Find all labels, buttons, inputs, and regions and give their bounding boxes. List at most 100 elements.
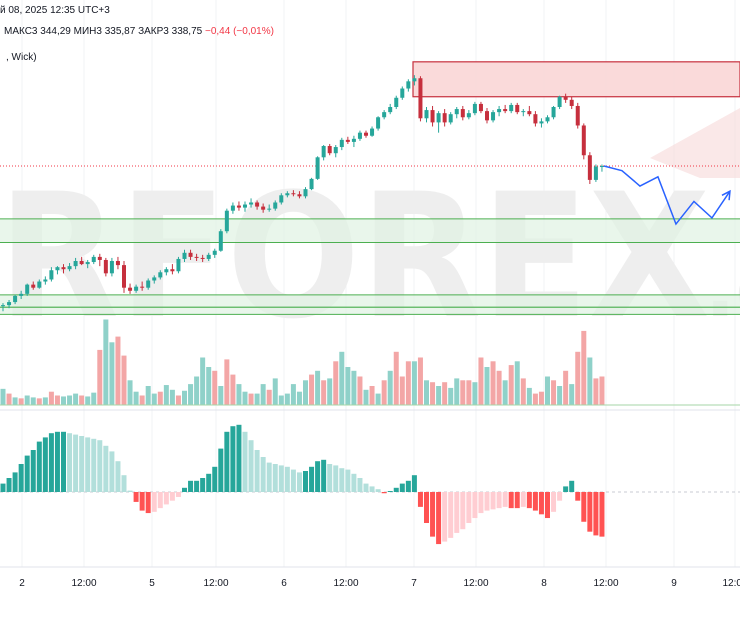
volume-bar <box>151 393 157 405</box>
candle-body <box>515 104 520 113</box>
candle-body <box>31 284 36 288</box>
candle-body <box>249 202 254 205</box>
candle-body <box>509 104 514 112</box>
candle-body <box>315 157 320 179</box>
histogram-bar <box>321 459 327 492</box>
candle-body <box>97 256 102 260</box>
volume-bar <box>48 391 54 405</box>
histogram-bar <box>333 465 339 492</box>
candle-body <box>521 111 526 113</box>
candle-body <box>309 178 314 190</box>
candle-body <box>19 293 24 296</box>
histogram-bar <box>569 480 575 492</box>
volume-bar <box>393 351 399 405</box>
volume-bar <box>30 397 36 405</box>
header-date: й 08, 2025 12:35 UTC+3 <box>0 5 110 16</box>
resistance-zone <box>412 61 740 98</box>
candle-body <box>194 256 199 258</box>
volume-bar <box>236 384 242 405</box>
volume-bar <box>103 319 109 405</box>
candle-body <box>327 146 332 154</box>
time-tick-label: 12:00 <box>333 578 358 589</box>
candle-body <box>376 117 381 129</box>
candle-body <box>91 256 96 263</box>
candle-body <box>206 254 211 259</box>
histogram-bar <box>36 441 42 492</box>
candle-body <box>43 279 48 282</box>
histogram-bar <box>448 492 454 538</box>
candle-body <box>321 146 326 158</box>
volume-bar <box>417 357 423 405</box>
candle-body <box>7 302 12 306</box>
histogram-bar <box>157 492 163 509</box>
candle-body <box>1 305 5 307</box>
histogram-bar <box>254 450 260 492</box>
volume-bar <box>139 395 145 405</box>
volume-bar <box>0 388 6 405</box>
volume-bar <box>345 367 351 405</box>
histogram-bar <box>218 448 224 492</box>
time-axis: 2 12:00 5 12:00 6 12:00 7 12:00 8 12:00 9 12:00 <box>19 578 740 589</box>
volume-bar <box>351 370 357 405</box>
candle-body <box>569 99 574 106</box>
volume-bar <box>303 380 308 405</box>
histogram-bar <box>151 492 157 512</box>
volume-bar <box>430 382 436 405</box>
volume-bar <box>79 395 85 405</box>
histogram-bar <box>12 472 18 492</box>
candle-body <box>460 109 465 118</box>
histogram-bar <box>339 468 345 492</box>
candle-body <box>539 121 544 124</box>
histogram-bar <box>587 492 593 532</box>
candle-body <box>200 257 205 259</box>
volume-bar <box>266 389 272 405</box>
volume-bar <box>375 393 381 405</box>
histogram-bar <box>163 492 169 505</box>
volume-bar <box>405 361 411 405</box>
time-tick-label: 8 <box>541 578 547 589</box>
histogram-bar <box>194 480 200 492</box>
histogram-bar <box>551 492 557 512</box>
histogram-bar <box>230 426 236 492</box>
time-tick-label: 12:00 <box>203 578 228 589</box>
candle-body <box>370 128 375 136</box>
candle-body <box>575 105 580 126</box>
volume-bar <box>514 361 520 405</box>
histogram-bar <box>581 492 587 522</box>
volume-bar <box>496 370 502 405</box>
candle-body <box>79 261 84 265</box>
candle-body <box>563 96 568 100</box>
histogram-bar <box>357 478 363 492</box>
candle-body <box>188 252 193 257</box>
candle-body <box>224 210 229 232</box>
volume-bar <box>369 386 375 405</box>
histogram-bar <box>188 480 194 492</box>
candle-body <box>49 270 54 280</box>
histogram-bar <box>248 440 254 492</box>
volume-bar <box>309 374 315 405</box>
candle-body <box>527 111 532 115</box>
candle-body <box>364 132 368 136</box>
candle-body <box>267 208 272 210</box>
volume-bar <box>363 389 369 405</box>
volume-bar <box>333 361 339 405</box>
candle-body <box>291 193 296 195</box>
histogram-bar <box>242 431 248 492</box>
histogram-bar <box>599 492 605 537</box>
histogram-bar <box>351 473 357 492</box>
volume-bar <box>97 349 103 405</box>
histogram-bar <box>284 466 290 492</box>
volume-bars <box>0 319 605 405</box>
candle-body <box>61 267 66 270</box>
header-ohlc: МАКС3 344,29 МИН3 335,87 ЗАКР3 338,75 −0… <box>4 26 274 37</box>
candle-body <box>587 155 592 180</box>
histogram-bar <box>460 492 466 530</box>
histogram-bar <box>79 436 85 492</box>
volume-bar <box>182 390 187 405</box>
histogram-bar <box>303 471 308 492</box>
candle-body <box>406 81 411 89</box>
volume-bar <box>563 370 569 405</box>
histogram-bar <box>24 455 30 492</box>
candle-body <box>164 269 169 273</box>
